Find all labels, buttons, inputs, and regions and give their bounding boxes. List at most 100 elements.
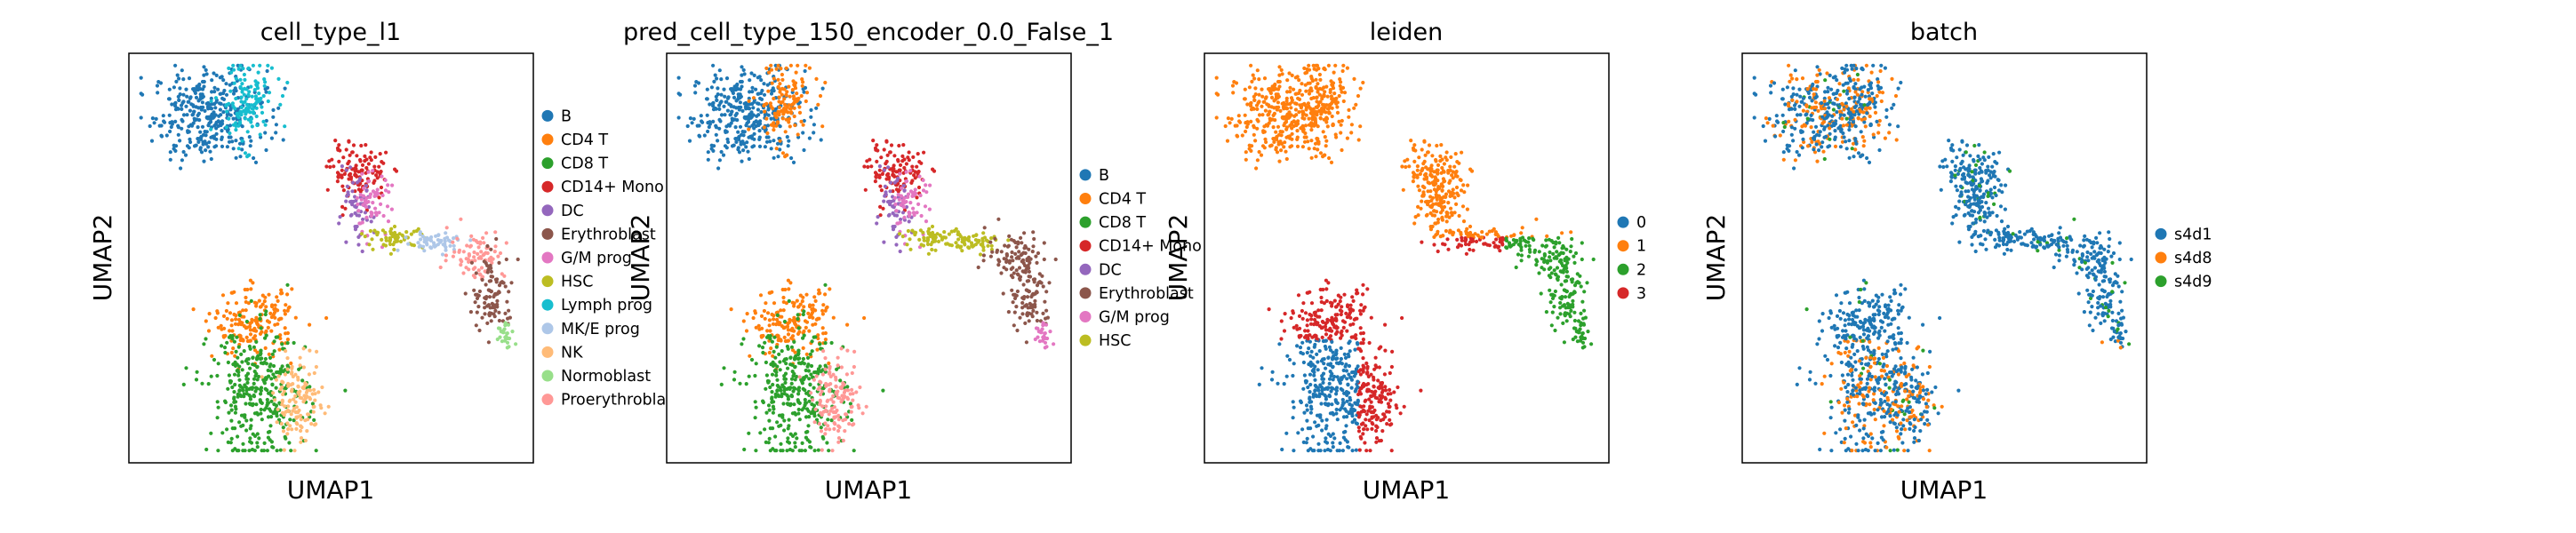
legend-label: CD4 T (1099, 191, 1146, 209)
data-point (907, 158, 911, 163)
data-point (783, 130, 788, 134)
data-point (715, 76, 719, 81)
data-point (742, 72, 747, 76)
legend-marker (1079, 216, 1092, 228)
data-point (186, 129, 190, 133)
data-point (285, 338, 290, 342)
data-point (1244, 129, 1248, 134)
data-point (782, 374, 787, 378)
data-point (1468, 224, 1473, 229)
data-point (762, 92, 767, 97)
data-point (1324, 144, 1328, 148)
data-point (1524, 243, 1528, 248)
data-point (1309, 96, 1314, 101)
data-point (979, 243, 983, 247)
data-point (915, 211, 919, 215)
data-point (1556, 277, 1560, 282)
data-point (1437, 186, 1442, 190)
data-point (753, 400, 757, 404)
data-point (180, 117, 184, 122)
data-point (1549, 271, 1554, 275)
data-point (1439, 204, 1444, 210)
data-point (223, 350, 228, 355)
data-point (744, 107, 748, 111)
data-point (821, 303, 826, 307)
data-point (224, 308, 228, 314)
data-point (1012, 292, 1017, 297)
data-point (373, 211, 378, 215)
data-point (860, 411, 865, 416)
legend-marker (541, 298, 554, 311)
data-point (1326, 386, 1331, 390)
data-point (765, 329, 770, 333)
data-point (276, 317, 281, 322)
data-point (254, 114, 259, 119)
data-point (1339, 80, 1343, 84)
data-point (1315, 105, 1319, 109)
data-point (772, 96, 776, 101)
data-point (814, 374, 819, 378)
data-point (770, 390, 774, 394)
data-point (252, 411, 257, 416)
data-point (1257, 92, 1261, 97)
data-point (1345, 136, 1349, 140)
data-point (889, 143, 894, 147)
data-point (688, 116, 693, 121)
data-point (1582, 308, 1587, 313)
data-point (1021, 297, 1026, 301)
data-point (1300, 145, 1305, 149)
data-point (699, 114, 703, 118)
data-point (510, 330, 515, 334)
data-point (742, 130, 747, 134)
data-point (834, 384, 838, 388)
data-point (796, 305, 801, 309)
data-point (1349, 131, 1354, 135)
data-point (1307, 68, 1312, 72)
data-point (191, 307, 196, 312)
data-point (845, 322, 850, 327)
data-point (1011, 300, 1015, 305)
data-point (1572, 260, 1577, 265)
data-point (264, 147, 268, 153)
data-point (1471, 248, 1476, 252)
data-point (1244, 121, 1248, 125)
data-point (838, 378, 843, 383)
data-point (1021, 282, 1026, 287)
data-point (803, 319, 808, 323)
data-point (786, 402, 790, 407)
data-point (172, 85, 176, 90)
data-point (244, 388, 249, 393)
data-point (252, 88, 257, 92)
data-point (258, 316, 262, 322)
data-point (312, 418, 316, 422)
data-point (1544, 243, 1548, 248)
data-point (273, 315, 277, 320)
data-point (782, 319, 788, 324)
data-point (1578, 327, 1582, 331)
data-point (1404, 164, 1408, 170)
data-point (1288, 145, 1292, 149)
data-point (206, 100, 211, 106)
data-point (1534, 263, 1539, 267)
data-point (759, 110, 764, 115)
data-point (197, 82, 202, 87)
data-point (247, 449, 252, 453)
data-point (907, 213, 911, 219)
data-point (293, 394, 298, 398)
data-point (788, 355, 793, 360)
panel-title: cell_type_l1 (260, 19, 401, 46)
data-point (1349, 386, 1354, 390)
data-point (1333, 398, 1338, 402)
data-point (762, 82, 766, 86)
data-point (1011, 275, 1015, 280)
data-point (271, 391, 276, 395)
data-point (404, 230, 409, 235)
data-point (850, 423, 855, 427)
data-point (218, 107, 222, 112)
data-point (492, 250, 497, 254)
data-point (1251, 73, 1255, 77)
data-point (487, 279, 492, 283)
data-point (214, 126, 219, 131)
data-point (722, 366, 726, 370)
data-point (732, 95, 737, 99)
